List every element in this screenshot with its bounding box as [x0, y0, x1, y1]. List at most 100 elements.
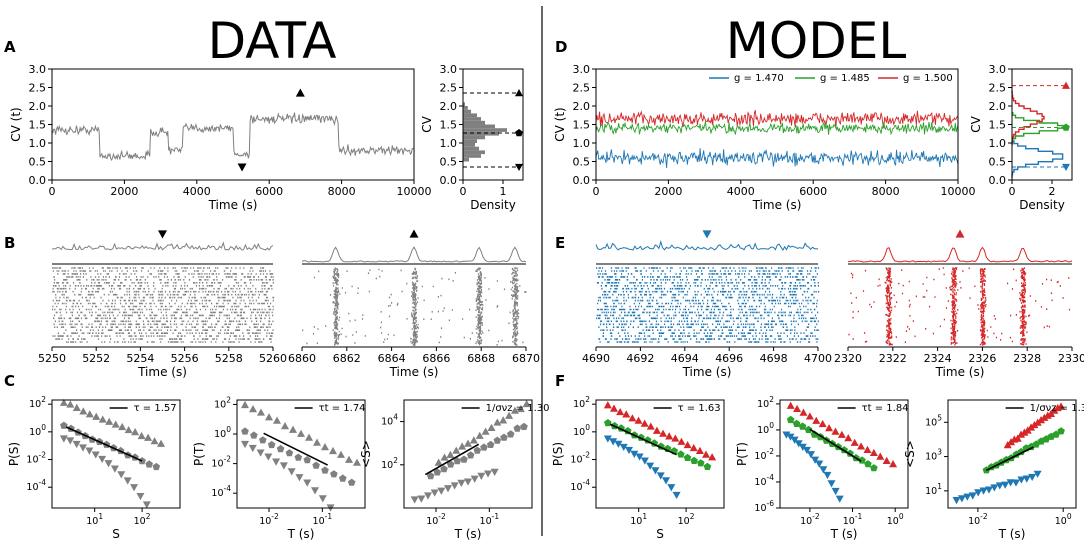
legend-label-g3: g = 1.500	[903, 73, 953, 84]
panel-f2-point	[831, 487, 840, 496]
panel-c2-point	[281, 422, 289, 430]
panel-f2-point	[864, 460, 872, 468]
panel-f1-point	[609, 438, 618, 446]
panel-c1-point	[85, 447, 94, 455]
panel-c1-point	[117, 471, 126, 479]
panel-c3-point	[440, 465, 448, 473]
panel-a-main-xtick-label: 6000	[255, 185, 283, 198]
panel-c2-point	[256, 449, 265, 457]
panel-a-main-ytick-label: 0.0	[29, 174, 47, 187]
model-hist-step-g3	[1011, 90, 1045, 147]
panel-f2-point	[807, 451, 816, 459]
panel-c2-xtick-label: 10-1	[313, 512, 333, 527]
panel-e-left-xlabel: Time (s)	[682, 365, 732, 379]
panel-f2-point	[844, 433, 853, 442]
panel-f1-point	[635, 453, 644, 461]
panel-c1-point	[92, 412, 101, 420]
panel-c2-fit-line	[263, 432, 329, 466]
panel-f1-point	[697, 459, 705, 467]
panel-f2-point	[858, 456, 866, 464]
panel-c1-ytick-label: 10-2	[26, 451, 46, 466]
panel-f1-point	[695, 446, 704, 454]
panel-b-left-xtick-label: 5250	[38, 352, 66, 365]
panel-f2-point	[794, 440, 803, 448]
panel-c2-point	[303, 479, 312, 487]
panel-c2-xtick-label: 10-2	[259, 512, 279, 527]
panel-f1-ylabel: P(S)	[551, 442, 565, 466]
hist-ytick-label: 1.5	[989, 119, 1007, 132]
panel-f2-point	[786, 401, 795, 409]
panel-c3-legend-label: 1/σνz = 1.30	[486, 403, 550, 414]
hist-xlabel: Density	[1019, 198, 1065, 212]
panel-c2-point	[285, 449, 294, 457]
plots-layer: 0 2000 4000 6000 8000 100000.00.51.01.52.02.5…	[7, 63, 1084, 541]
panel-f1-xtick-label: 102	[678, 512, 695, 527]
hist-ytick-label: 1.0	[989, 137, 1007, 150]
panel-c3-point	[481, 427, 490, 435]
panel-c1-frame	[51, 399, 181, 509]
panel-f3-point	[1017, 430, 1026, 438]
panel-c3-point	[480, 443, 488, 451]
panel-c2-point	[318, 495, 327, 503]
panel-c3-point	[446, 460, 455, 468]
panel-f3-point	[952, 496, 961, 505]
legend-label-g1: g = 1.470	[734, 73, 784, 84]
panel-d-main-ytick-label: 2.5	[573, 82, 591, 95]
panel-b-left-xtick-label: 5254	[126, 352, 154, 365]
panel-c2-point	[353, 458, 361, 466]
title-data: DATA	[208, 12, 337, 70]
panel-c2-point	[248, 444, 257, 453]
panel-c3-point	[464, 439, 472, 447]
panel-e-right-xlabel: Time (s)	[935, 365, 985, 379]
hist-ytick-label: 0.5	[989, 156, 1007, 169]
panel-c1-point	[110, 465, 119, 473]
panel-d-main-frame	[595, 68, 959, 181]
panel-d-hist-frame	[1011, 68, 1073, 181]
panel-f1-point	[652, 426, 661, 434]
panel-f1-point	[677, 437, 686, 445]
panel-b-right-rate-trace	[301, 246, 527, 263]
panel-f2-ytick-label: 100	[757, 421, 774, 436]
panel-f3-point	[963, 493, 972, 501]
panel-a-main-xlabel: Time (s)	[208, 198, 258, 212]
panel-b-left-xtick-label: 5260	[259, 352, 287, 365]
panel-e-left-xtick-label: 4692	[626, 352, 654, 365]
panel-c3-point	[433, 468, 442, 476]
panel-f3-xtick-label: 10-2	[968, 512, 988, 527]
panel-f1-point	[690, 456, 698, 464]
panel-f2-point	[786, 415, 795, 424]
panel-c3-point	[516, 404, 525, 413]
hist-ylabel: CV	[420, 115, 434, 132]
panel-e-left-xtick-label: 4694	[671, 352, 699, 365]
panel-c2-point	[294, 453, 303, 461]
panel-c2-point	[264, 453, 273, 461]
panel-f2-point	[835, 495, 844, 503]
hist-ytick-label: 3.0	[440, 63, 458, 76]
panel-c1-point	[66, 437, 75, 445]
panel-c1-point	[124, 425, 133, 434]
panel-a-main-xtick-label: 10000	[397, 185, 432, 198]
cv-hist-bar	[463, 109, 471, 114]
panel-c3-ytick-label: 102	[381, 456, 398, 471]
panel-e-right-xtick-label: 2322	[879, 352, 907, 365]
panel-f2-xtick-label: 10-2	[800, 512, 820, 527]
panel-c1-point	[104, 460, 113, 468]
panel-c3-point	[450, 482, 459, 490]
panel-c3-point	[464, 478, 472, 486]
panel-c2-point	[272, 458, 281, 466]
panel-f1-point	[671, 434, 680, 442]
panel-c3-point	[475, 431, 484, 439]
panel-d-main-xtick-label: 10000	[941, 185, 976, 198]
panel-f1-point	[609, 404, 618, 412]
panel-f2-point	[827, 480, 836, 488]
cv-hist-bar	[463, 143, 475, 147]
panel-c2-point	[265, 413, 273, 421]
panel-d-main-ytick-label: 3.0	[573, 63, 591, 76]
panel-c3-frame	[403, 399, 533, 509]
panel-b-left-xtick-label: 5258	[215, 352, 243, 365]
panel-b-right-xtick-label: 6866	[422, 352, 450, 365]
panel-a-main-ytick-label: 1.0	[29, 137, 47, 150]
panel-d-main-ytick-label: 1.0	[573, 137, 591, 150]
panel-e-left-rate-trace	[595, 240, 819, 251]
